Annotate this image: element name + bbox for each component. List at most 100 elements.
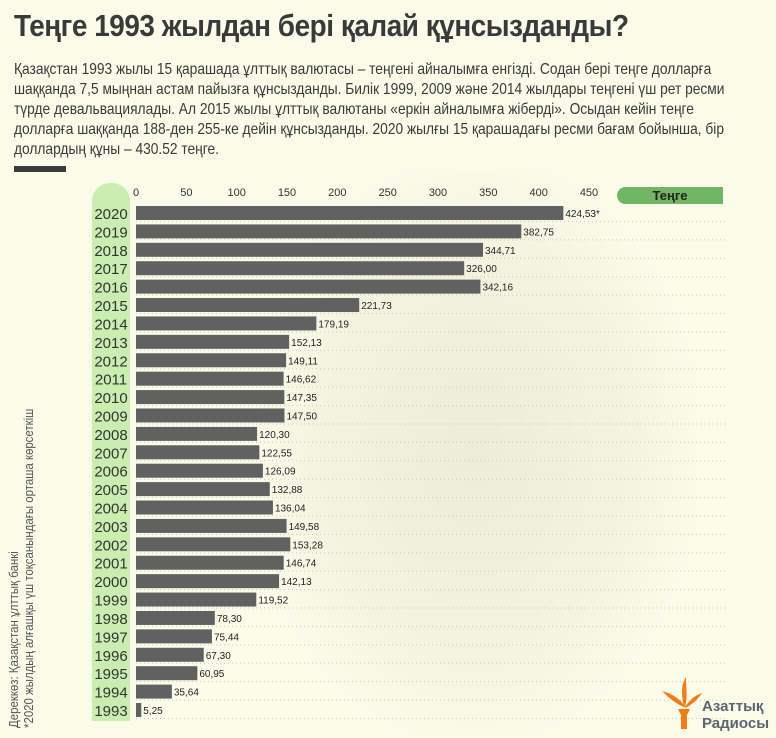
x-tick-label: 150	[278, 187, 296, 199]
source-notes: Дереккөз: Қазақстан ұлттық банкі *2020 ж…	[6, 365, 36, 728]
x-tick-label: 450	[580, 187, 598, 199]
x-tick-label: 350	[479, 187, 497, 199]
value-label: 153,28	[292, 540, 323, 551]
value-label: 136,04	[275, 504, 306, 515]
value-label: 179,19	[318, 319, 349, 330]
year-column-band	[92, 183, 130, 721]
year-label: 1997	[94, 629, 127, 646]
year-label: 2020	[94, 206, 127, 223]
value-label: 344,71	[485, 246, 516, 257]
value-label: 5,25	[143, 706, 163, 717]
bar-2003	[136, 518, 287, 533]
bar-2014	[136, 316, 317, 331]
value-label: 147,50	[286, 411, 317, 422]
year-label: 2010	[94, 390, 127, 407]
year-label: 1994	[94, 685, 127, 702]
value-label: 142,13	[281, 577, 312, 588]
value-label: 147,35	[286, 393, 317, 404]
value-label: 149,11	[288, 356, 318, 367]
value-label: 146,74	[286, 559, 317, 570]
bar-2011	[136, 371, 284, 386]
year-label: 2009	[94, 408, 127, 425]
x-tick-label: 400	[529, 187, 547, 199]
x-tick-label: 50	[180, 187, 192, 199]
bar-2002	[136, 537, 291, 552]
footnote-text: *2020 жылдың алғашқы үш тоқсанындағы орт…	[21, 408, 36, 728]
year-label: 2014	[94, 316, 127, 333]
year-label: 2003	[94, 519, 127, 536]
bar-2004	[136, 500, 273, 515]
bar-1995	[136, 666, 198, 681]
bar-2000	[136, 574, 280, 589]
bar-2019	[136, 224, 522, 239]
bar-2009	[136, 408, 285, 423]
x-tick-label: 0	[133, 187, 139, 199]
year-label: 1996	[94, 648, 127, 665]
value-label: 126,09	[265, 467, 296, 478]
value-label: 35,64	[174, 688, 199, 699]
bar-1996	[136, 647, 204, 662]
year-label: 2006	[94, 464, 127, 481]
year-label: 1998	[94, 611, 127, 628]
bar-2012	[136, 353, 287, 368]
torch-logo-icon	[662, 677, 702, 729]
bar-2017	[136, 261, 465, 276]
bar-2010	[136, 390, 285, 405]
value-label: 146,62	[286, 375, 317, 386]
year-label: 2007	[94, 445, 127, 462]
year-label: 2005	[94, 482, 127, 499]
value-label: 119,52	[258, 596, 288, 607]
value-label: 122,55	[261, 448, 292, 459]
x-tick-label: 100	[227, 187, 245, 199]
unit-label: Теңге	[617, 187, 723, 204]
value-label: 67,30	[206, 651, 231, 662]
bar-1997	[136, 629, 212, 644]
year-label: 2019	[94, 224, 127, 241]
bar-1998	[136, 610, 215, 625]
x-tick-label: 200	[328, 187, 346, 199]
page-title: Теңге 1993 жылдан бері қалай құнсызданды…	[14, 8, 629, 43]
bar-2013	[136, 334, 290, 349]
year-label: 1993	[94, 703, 127, 720]
bar-2016	[136, 279, 481, 294]
logo-line1: Азаттық	[702, 698, 764, 715]
x-tick-label: 250	[378, 187, 396, 199]
value-label: 152,13	[291, 338, 322, 349]
value-label: 221,73	[361, 301, 392, 312]
value-label: 149,58	[289, 522, 320, 533]
year-label: 2017	[94, 261, 127, 278]
year-label: 2002	[94, 537, 127, 554]
logo-line2: Радиосы	[702, 715, 770, 732]
year-label: 2018	[94, 243, 127, 260]
bar-2015	[136, 298, 360, 313]
year-label: 2016	[94, 280, 127, 297]
value-label: 424,53*	[565, 209, 600, 220]
year-label: 2011	[95, 372, 127, 389]
value-label: 342,16	[482, 283, 513, 294]
bar-2006	[136, 463, 263, 478]
value-label: 75,44	[214, 632, 239, 643]
bar-2005	[136, 482, 270, 497]
year-label: 2013	[94, 335, 127, 352]
source-text: Дереккөз: Қазақстан ұлттық банкі	[6, 551, 21, 728]
bar-2008	[136, 426, 258, 441]
bar-1999	[136, 592, 257, 607]
logo-text: Азаттық Радиосы	[702, 698, 769, 732]
divider	[14, 166, 66, 172]
year-label: 2012	[94, 353, 127, 370]
value-label: 78,30	[217, 614, 242, 625]
intro-text: Қазақстан 1993 жылы 15 қарашада ұлттық в…	[14, 61, 725, 158]
value-label: 382,75	[523, 227, 554, 238]
year-label: 2000	[94, 574, 127, 591]
bar-2007	[136, 445, 260, 460]
value-label: 132,88	[272, 485, 303, 496]
year-label: 1995	[94, 666, 127, 683]
value-label: 120,30	[259, 430, 290, 441]
bar-1993	[136, 703, 142, 717]
year-label: 2001	[94, 556, 127, 573]
bar-1994	[136, 684, 172, 699]
year-label: 2015	[94, 298, 127, 315]
year-label: 2008	[94, 427, 127, 444]
bar-2018	[136, 242, 484, 257]
